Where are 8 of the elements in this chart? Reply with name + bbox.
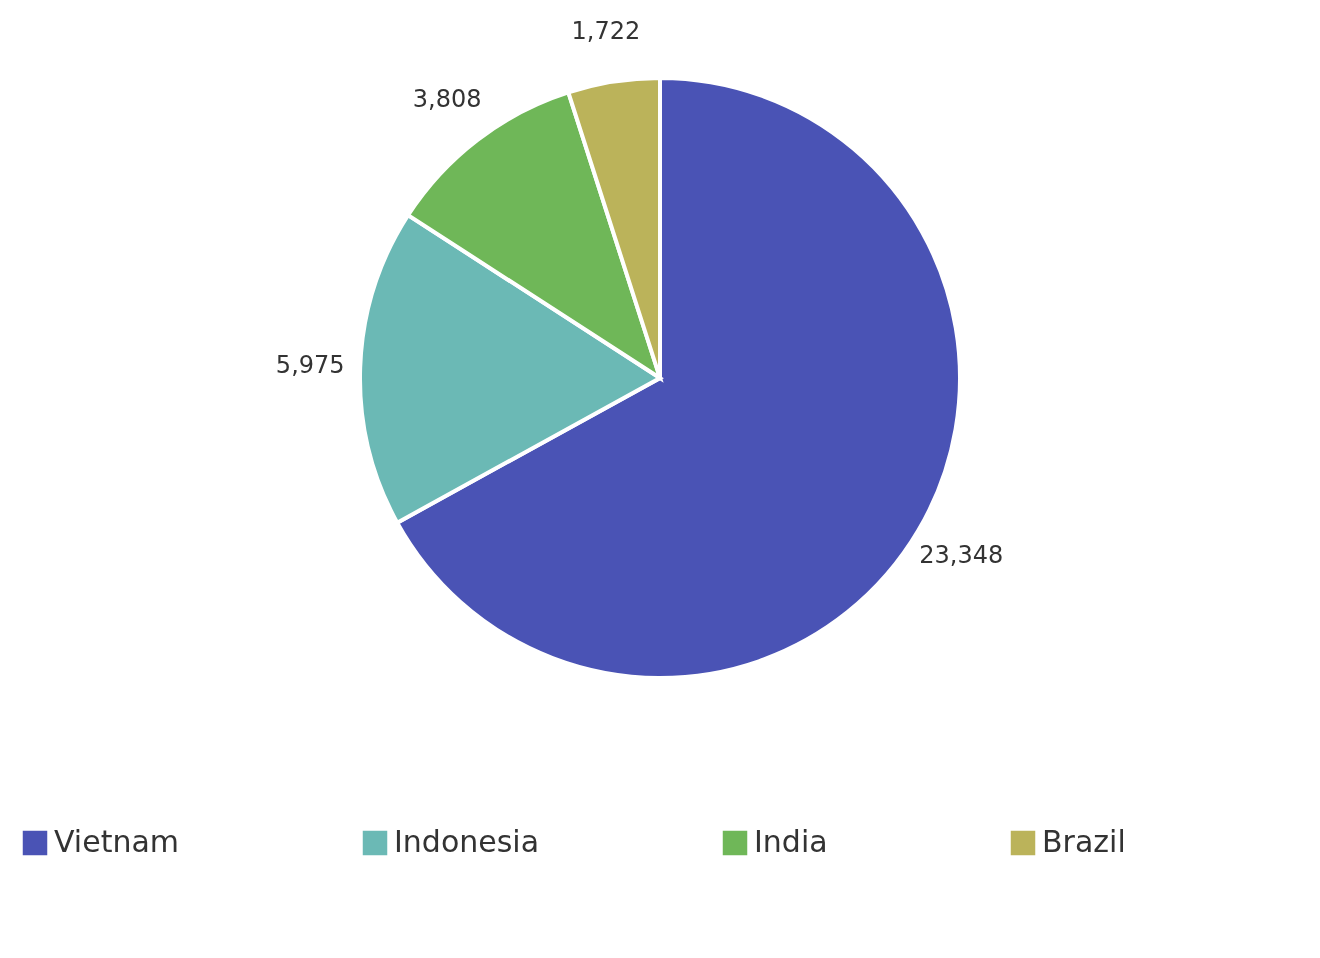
legend-label: Vietnam [54,824,180,859]
legend-label: Brazil [1042,824,1126,859]
legend-label: India [754,824,828,859]
data-label: 23,348 [919,541,1004,570]
data-label: 5,975 [275,350,345,379]
data-label: 1,722 [571,17,641,46]
data-label: 3,808 [412,85,482,114]
legend-label: Indonesia [394,824,540,859]
